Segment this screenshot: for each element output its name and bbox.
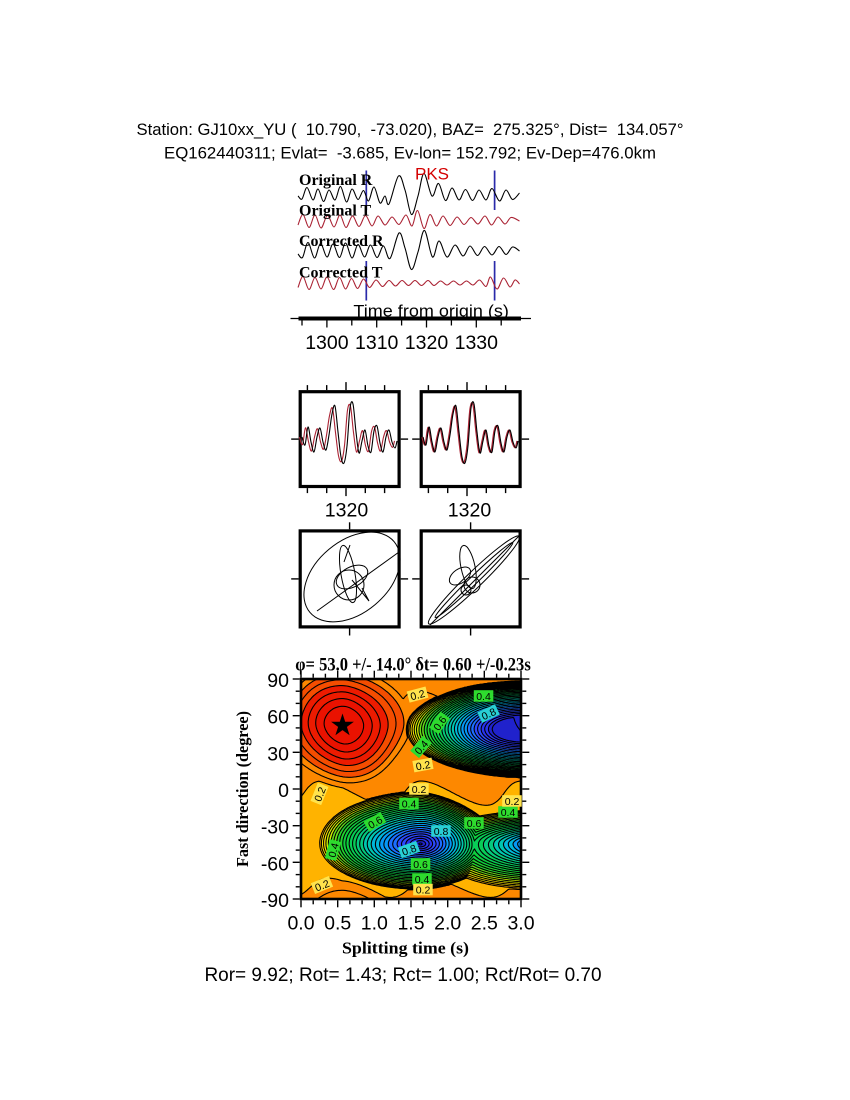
svg-text:0.8: 0.8 xyxy=(434,826,449,838)
svg-text:0.4: 0.4 xyxy=(415,874,430,886)
svg-text:1320: 1320 xyxy=(448,500,492,522)
svg-text:-60: -60 xyxy=(261,853,289,875)
svg-text:1320: 1320 xyxy=(325,500,369,522)
svg-text:Original R: Original R xyxy=(299,172,373,189)
svg-text:0: 0 xyxy=(278,780,289,802)
svg-text:1.0: 1.0 xyxy=(361,913,388,935)
svg-text:0.2: 0.2 xyxy=(415,759,432,773)
svg-text:EQ162440311; Evlat= -3.685, E: EQ162440311; Evlat= -3.685, Ev-lon= 152.… xyxy=(164,145,656,163)
svg-text:0.2: 0.2 xyxy=(409,688,426,703)
svg-text:2.0: 2.0 xyxy=(434,913,461,935)
svg-text:Corrected R: Corrected R xyxy=(299,233,384,250)
svg-text:0.4: 0.4 xyxy=(476,691,491,703)
svg-text:3.0: 3.0 xyxy=(507,913,534,935)
svg-text:0.6: 0.6 xyxy=(413,859,428,871)
svg-text:1310: 1310 xyxy=(355,332,399,354)
svg-text:0.6: 0.6 xyxy=(467,818,482,830)
svg-text:1.5: 1.5 xyxy=(397,913,424,935)
svg-text:1320: 1320 xyxy=(405,332,449,354)
svg-text:0.2: 0.2 xyxy=(416,885,431,897)
svg-text:Corrected T: Corrected T xyxy=(299,265,383,282)
svg-text:0.2: 0.2 xyxy=(412,784,427,796)
svg-text:0.2: 0.2 xyxy=(312,785,329,803)
svg-text:Ror= 9.92; Rot= 1.43; Rct= 1.0: Ror= 9.92; Rot= 1.43; Rct= 1.00; Rct/Rot… xyxy=(204,965,601,986)
svg-text:Splitting time (s): Splitting time (s) xyxy=(342,939,469,958)
svg-text:-30: -30 xyxy=(261,817,289,839)
svg-text:0.4: 0.4 xyxy=(402,799,417,811)
svg-text:Station: GJ10xx_YU ( 10.790,: Station: GJ10xx_YU ( 10.790, -73.020), B… xyxy=(137,121,684,139)
svg-text:0.2: 0.2 xyxy=(505,796,520,808)
svg-text:0.0: 0.0 xyxy=(287,913,314,935)
svg-text:30: 30 xyxy=(267,743,289,765)
svg-text:60: 60 xyxy=(267,707,289,729)
svg-text:0.8: 0.8 xyxy=(400,842,418,858)
svg-text:0.8: 0.8 xyxy=(480,706,498,723)
svg-text:0.4: 0.4 xyxy=(326,842,341,859)
svg-text:φ= 53.0 +/- 14.0° δt= 0.60 +/-: φ= 53.0 +/- 14.0° δt= 0.60 +/-0.23s xyxy=(295,656,531,676)
svg-text:0.5: 0.5 xyxy=(324,913,351,935)
svg-text:Fast direction (degree): Fast direction (degree) xyxy=(233,711,252,867)
svg-text:1330: 1330 xyxy=(455,332,499,354)
svg-text:PKS: PKS xyxy=(415,165,449,184)
svg-text:2.5: 2.5 xyxy=(471,913,498,935)
svg-text:1300: 1300 xyxy=(305,332,349,354)
svg-text:Time from origin (s): Time from origin (s) xyxy=(353,303,509,321)
svg-text:0.2: 0.2 xyxy=(313,878,331,895)
svg-text:Original T: Original T xyxy=(299,203,371,220)
svg-text:-90: -90 xyxy=(261,890,289,912)
svg-text:90: 90 xyxy=(267,670,289,692)
svg-text:0.4: 0.4 xyxy=(501,807,516,819)
